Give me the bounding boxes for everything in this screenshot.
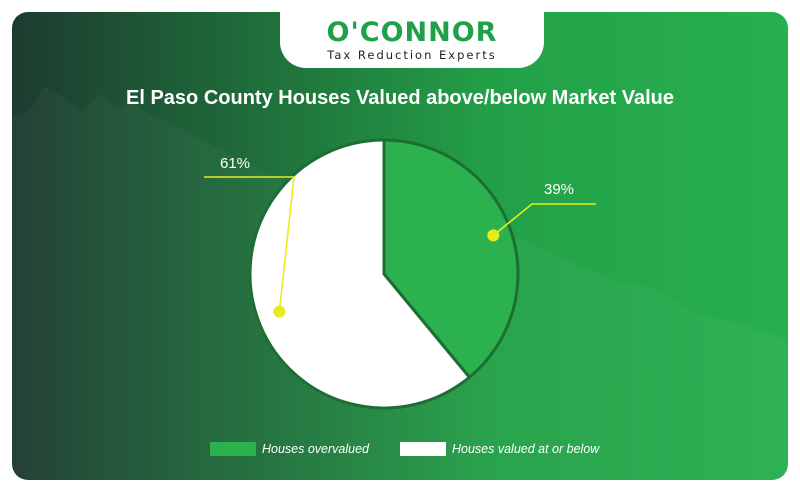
logo: O'CONNOR Tax Reduction Experts xyxy=(280,12,544,68)
pie-slice-overvalued xyxy=(382,138,520,379)
logo-wordmark: O'CONNOR xyxy=(326,17,498,48)
legend-label-overvalued: Houses overvalued xyxy=(262,442,370,456)
leader-dot-at-or-below xyxy=(273,305,286,318)
chart-title: El Paso County Houses Valued above/below… xyxy=(126,87,674,109)
chart-card: O'CONNOR Tax Reduction Experts El Paso C… xyxy=(12,12,788,480)
leader-line-overvalued xyxy=(492,203,596,237)
leader-line-at-or-below xyxy=(204,176,295,312)
legend-label-at-or-below: Houses valued at or below xyxy=(452,442,600,456)
legend-swatch-overvalued xyxy=(210,442,256,456)
legend-swatch-at-or-below xyxy=(400,442,446,456)
data-label-at-or-below: 61% xyxy=(220,155,250,172)
data-label-overvalued: 39% xyxy=(544,181,574,198)
leader-dot-overvalued xyxy=(487,229,500,242)
pie-chart: 39% 61% xyxy=(204,138,596,410)
logo-tagline: Tax Reduction Experts xyxy=(327,48,497,62)
pie-slice-at-or-below xyxy=(248,138,471,410)
